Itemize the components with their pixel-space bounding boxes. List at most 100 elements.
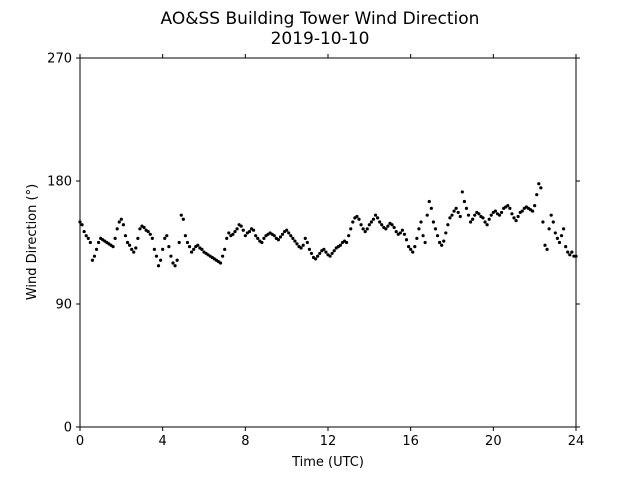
data-point (481, 216, 485, 220)
data-point (185, 240, 190, 245)
data-point (454, 206, 458, 210)
data-point (233, 229, 237, 234)
data-point (173, 264, 177, 268)
data-point (161, 247, 165, 251)
data-point (469, 220, 473, 224)
data-point (200, 247, 204, 251)
data-point (462, 199, 466, 204)
data-point (566, 250, 570, 254)
data-point (181, 217, 185, 221)
data-point (94, 247, 99, 251)
data-point (117, 220, 121, 224)
data-point (345, 240, 349, 245)
x-tick-label: 20 (485, 434, 502, 449)
data-point (272, 234, 276, 238)
data-point (218, 261, 223, 265)
data-point (400, 228, 404, 232)
data-point (82, 229, 86, 234)
data-point (136, 236, 140, 240)
data-point (132, 250, 136, 254)
data-point (551, 220, 555, 224)
data-point (555, 236, 560, 240)
data-point (221, 254, 225, 258)
data-point (369, 220, 373, 224)
data-point (541, 220, 545, 224)
x-tick-label: 0 (76, 434, 84, 449)
data-point (171, 261, 175, 265)
data-point (134, 246, 138, 250)
y-tick-label: 270 (47, 52, 72, 67)
data-point (318, 251, 322, 256)
data-point (402, 232, 407, 236)
data-point (123, 234, 128, 238)
points-layer (78, 182, 578, 268)
data-point (438, 240, 442, 245)
data-point (533, 204, 537, 208)
data-point (307, 247, 311, 251)
data-point (367, 223, 371, 227)
data-point (435, 234, 440, 238)
data-point (115, 227, 119, 231)
data-point (466, 213, 471, 217)
data-point (254, 234, 258, 238)
data-point (338, 243, 342, 247)
data-point (537, 182, 541, 186)
data-point (142, 225, 146, 230)
data-point (121, 223, 125, 227)
data-point (150, 236, 154, 240)
data-point (440, 243, 444, 247)
ticks-layer: 0 4 8 12 16 20 24 0 90 180 270 (47, 52, 584, 450)
data-point (92, 254, 97, 258)
data-point (423, 240, 427, 245)
data-point (316, 254, 320, 258)
data-point (303, 236, 307, 240)
data-point (398, 231, 402, 235)
data-point (113, 236, 117, 240)
data-point (568, 253, 572, 257)
data-point (247, 229, 252, 234)
data-point (371, 217, 376, 221)
data-point (363, 229, 367, 234)
data-point (489, 213, 493, 217)
data-point (359, 223, 363, 227)
data-point (231, 232, 235, 236)
data-point (373, 213, 378, 217)
data-point (497, 213, 502, 217)
data-point (553, 231, 557, 235)
data-point (378, 220, 382, 224)
data-point (235, 227, 239, 231)
data-point (125, 240, 130, 245)
x-tick-label: 12 (320, 434, 337, 449)
data-point (241, 228, 245, 232)
data-point (243, 234, 247, 238)
data-point (314, 257, 318, 261)
data-point (384, 227, 388, 231)
data-point (448, 216, 452, 220)
data-point (442, 239, 446, 243)
data-point (512, 216, 516, 220)
data-point (154, 254, 159, 258)
data-point (380, 223, 384, 227)
x-axis-label: Time (UTC) (291, 455, 364, 470)
data-point (427, 199, 431, 204)
data-point (357, 217, 361, 221)
y-tick-label: 0 (64, 421, 72, 436)
data-point (347, 234, 351, 238)
data-point (278, 235, 283, 239)
data-point (421, 234, 425, 238)
data-point (293, 239, 297, 243)
plot-frame (79, 57, 577, 428)
data-point (239, 224, 243, 228)
data-point (84, 234, 88, 238)
data-point (169, 254, 173, 258)
data-point (433, 227, 438, 231)
data-point (456, 210, 460, 215)
data-point (130, 247, 134, 251)
data-point (156, 264, 161, 268)
data-point (485, 223, 489, 227)
data-point (175, 258, 179, 262)
data-point (520, 209, 524, 213)
data-point (411, 250, 415, 254)
data-point (376, 216, 380, 220)
data-point (276, 238, 280, 242)
